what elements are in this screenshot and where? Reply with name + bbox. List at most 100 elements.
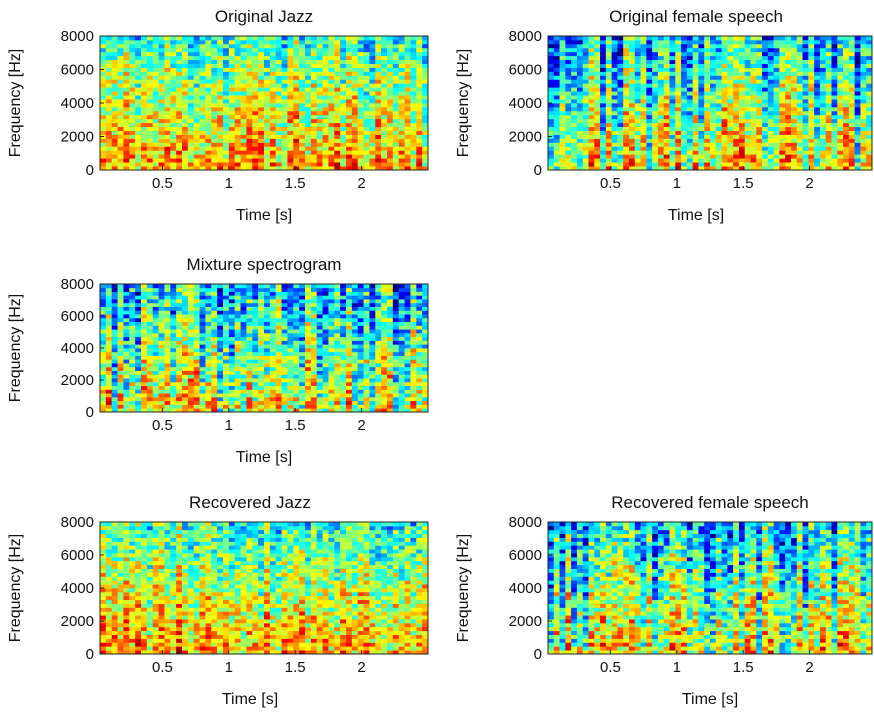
spectrogram-cell <box>264 162 270 166</box>
spectrogram-cell <box>704 111 710 115</box>
spectrogram-cell <box>393 91 399 95</box>
spectrogram-cell <box>681 91 687 95</box>
spectrogram-cell <box>756 68 762 72</box>
spectrogram-cell <box>832 44 838 48</box>
spectrogram-cell <box>664 131 670 135</box>
spectrogram-cell <box>118 348 124 352</box>
spectrogram-cell <box>855 103 861 107</box>
spectrogram-cell <box>791 107 797 111</box>
spectrogram-cell <box>583 64 589 68</box>
spectrogram-cell <box>617 87 623 91</box>
spectrogram-cell <box>554 99 560 103</box>
spectrogram-cell <box>617 111 623 115</box>
spectrogram-cell <box>664 87 670 91</box>
spectrogram-cell <box>118 356 124 360</box>
spectrogram-cell <box>258 310 264 314</box>
spectrogram-cell <box>716 119 722 123</box>
spectrogram-cell <box>194 303 200 307</box>
spectrogram-cell <box>727 127 733 131</box>
spectrogram-cell <box>681 95 687 99</box>
spectrogram-cell <box>176 127 182 131</box>
spectrogram-cell <box>153 79 159 83</box>
spectrogram-cell <box>170 107 176 111</box>
spectrogram-cell <box>623 87 629 91</box>
spectrogram-cell <box>710 91 716 95</box>
spectrogram-cell <box>182 154 188 158</box>
spectrogram-cell <box>112 95 118 99</box>
spectrogram-cell <box>252 322 258 326</box>
spectrogram-cell <box>317 95 323 99</box>
spectrogram-cell <box>112 382 118 386</box>
spectrogram-cell <box>106 374 112 378</box>
spectrogram-cell <box>123 111 129 115</box>
spectrogram-cell <box>264 378 270 382</box>
spectrogram-cell <box>223 322 229 326</box>
spectrogram-cell <box>118 329 124 333</box>
spectrogram-cell <box>422 87 428 91</box>
spectrogram-cell <box>100 288 106 292</box>
spectrogram-cell <box>762 154 768 158</box>
spectrogram-cell <box>287 314 293 318</box>
spectrogram-cell <box>808 123 814 127</box>
spectrogram-cell <box>100 337 106 341</box>
spectrogram-cell <box>635 40 641 44</box>
spectrogram-cell <box>612 68 618 72</box>
spectrogram-cell <box>270 87 276 91</box>
spectrogram-cell <box>176 146 182 150</box>
spectrogram-cell <box>600 68 606 72</box>
spectrogram-cell <box>235 386 241 390</box>
spectrogram-cell <box>652 75 658 79</box>
spectrogram-cell <box>675 79 681 83</box>
spectrogram-cell <box>843 87 849 91</box>
spectrogram-cell <box>293 337 299 341</box>
spectrogram-cell <box>727 158 733 162</box>
spectrogram-cell <box>200 401 206 405</box>
spectrogram-cell <box>205 363 211 367</box>
spectrogram-cell <box>617 44 623 48</box>
spectrogram-cell <box>170 288 176 292</box>
spectrogram-cell <box>194 378 200 382</box>
spectrogram-cell <box>299 158 305 162</box>
spectrogram-cell <box>600 123 606 127</box>
spectrogram-cell <box>560 127 566 131</box>
spectrogram-cell <box>739 44 745 48</box>
spectrogram-cell <box>797 64 803 68</box>
spectrogram-cell <box>399 158 405 162</box>
spectrogram-cell <box>141 352 147 356</box>
spectrogram-cell <box>200 56 206 60</box>
spectrogram-cell <box>135 393 141 397</box>
spectrogram-cell <box>170 374 176 378</box>
spectrogram-cell <box>410 75 416 79</box>
spectrogram-cell <box>693 36 699 40</box>
spectrogram-cell <box>270 303 276 307</box>
spectrogram-cell <box>164 386 170 390</box>
spectrogram-cell <box>229 337 235 341</box>
spectrogram-cell <box>369 40 375 44</box>
spectrogram-cell <box>270 404 276 408</box>
spectrogram-cell <box>317 64 323 68</box>
spectrogram-cell <box>722 40 728 44</box>
spectrogram-cell <box>170 344 176 348</box>
spectrogram-cell <box>223 386 229 390</box>
spectrogram-cell <box>235 127 241 131</box>
spectrogram-cell <box>223 389 229 393</box>
spectrogram-cell <box>612 71 618 75</box>
spectrogram-cell <box>287 337 293 341</box>
spectrogram-cell <box>387 142 393 146</box>
spectrogram-cell <box>235 318 241 322</box>
spectrogram-cell <box>716 135 722 139</box>
spectrogram-cell <box>276 359 282 363</box>
spectrogram-cell <box>123 127 129 131</box>
spectrogram-cell <box>276 329 282 333</box>
spectrogram-cell <box>617 60 623 64</box>
spectrogram-cell <box>670 135 676 139</box>
spectrogram-cell <box>258 83 264 87</box>
spectrogram-cell <box>282 378 288 382</box>
spectrogram-cell <box>751 158 757 162</box>
spectrogram-cell <box>176 288 182 292</box>
spectrogram-cell <box>751 154 757 158</box>
spectrogram-cell <box>779 52 785 56</box>
spectrogram-cell <box>270 150 276 154</box>
spectrogram-cell <box>135 71 141 75</box>
x-tick-label: 1.5 <box>733 175 754 192</box>
